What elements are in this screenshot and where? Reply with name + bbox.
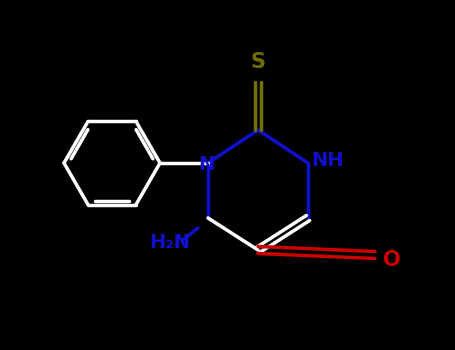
Text: NH: NH (311, 152, 344, 170)
Text: H₂N: H₂N (149, 233, 190, 252)
Text: O: O (383, 250, 400, 270)
Text: N: N (198, 155, 214, 175)
Text: S: S (251, 52, 266, 72)
